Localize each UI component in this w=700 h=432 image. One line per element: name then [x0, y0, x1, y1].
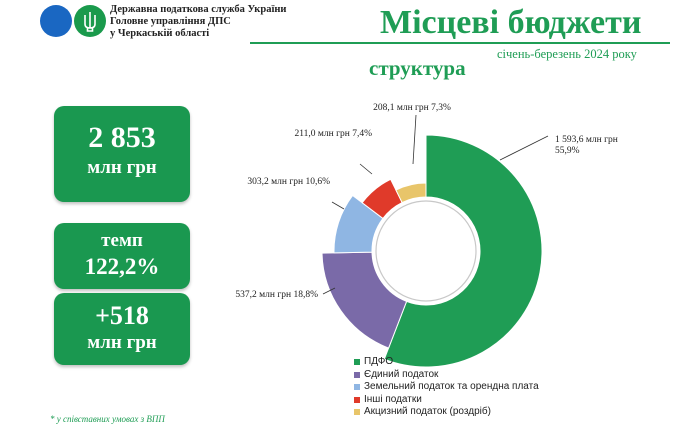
trident-icon	[84, 12, 96, 32]
data-label: 208,1 млн грн 7,3%	[373, 103, 451, 113]
footnote: * у співставних умовах з ВПП	[50, 414, 165, 424]
leader-line	[359, 163, 373, 175]
total-unit: млн грн	[87, 157, 157, 178]
legend-label: Інші податки	[364, 393, 422, 405]
leader-line	[322, 287, 336, 295]
slice-5	[395, 182, 427, 204]
inner-ring	[375, 200, 477, 302]
tempo-value: 122,2%	[84, 254, 160, 279]
page-title: Місцеві бюджети	[380, 4, 642, 41]
legend-item: ПДФО	[354, 356, 539, 369]
data-label: 1 593,6 млн грн 55,9%	[555, 135, 618, 156]
title-divider	[250, 42, 670, 44]
legend-swatch	[354, 371, 360, 378]
blue-circle-logo	[40, 5, 72, 37]
data-label: 537,2 млн грн 18,8%	[235, 290, 318, 300]
data-label: 211,0 млн грн 7,4%	[294, 129, 372, 139]
total-value: 2 853	[88, 121, 156, 154]
legend-label: Земельний податок та орендна плата	[364, 381, 539, 392]
legend-item: Єдиний податок	[354, 369, 539, 382]
data-label: 303,2 млн грн 10,6%	[247, 177, 330, 187]
slice-2	[321, 251, 408, 349]
slice-1	[383, 134, 543, 368]
delta-unit: млн грн	[87, 332, 157, 353]
legend-label: Акцизний податок (роздріб)	[364, 406, 491, 417]
org-line: Державна податкова служба України	[110, 4, 287, 15]
leader-line	[499, 135, 549, 161]
tempo-card: темп 122,2%	[54, 223, 190, 289]
delta-card: +518 млн грн	[54, 293, 190, 365]
legend-label: Єдиний податок	[364, 368, 439, 380]
legend-swatch	[354, 384, 360, 391]
delta-value: +518	[95, 301, 149, 330]
slice-3	[333, 194, 384, 254]
legend-label: ПДФО	[364, 356, 394, 367]
legend-swatch	[354, 409, 360, 416]
tempo-label: темп	[101, 230, 143, 251]
org-line: у Черкаській області	[110, 28, 210, 39]
chart-legend: ПДФО Єдиний податок Земельний податок та о…	[354, 356, 539, 419]
logo	[40, 4, 110, 38]
legend-item: Акцизний податок (роздріб)	[354, 406, 539, 419]
org-line: Головне управління ДПС	[110, 16, 231, 27]
chart-subtitle: структура	[369, 56, 466, 80]
leader-line	[331, 201, 345, 210]
org-name: Державна податкова служба України Головн…	[110, 4, 286, 40]
period-label: січень-березень 2024 року	[497, 47, 637, 61]
legend-swatch	[354, 359, 360, 366]
total-card: 2 853 млн грн	[54, 106, 190, 202]
legend-item: Земельний податок та орендна плата	[354, 381, 539, 394]
legend-swatch	[354, 396, 360, 403]
leader-line	[412, 114, 417, 165]
legend-item: Інші податки	[354, 394, 539, 407]
